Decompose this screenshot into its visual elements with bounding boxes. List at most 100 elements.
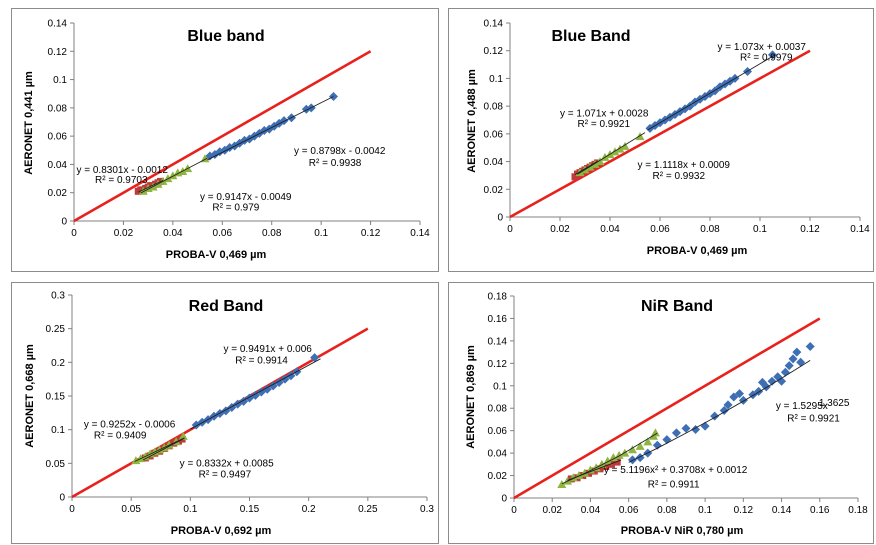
y-tick-label: 0: [501, 494, 507, 505]
data-point-blue: [768, 50, 777, 60]
x-tick-label: 0.2: [302, 504, 316, 515]
data-point-green: [620, 141, 630, 150]
y-tick-label: 0.14: [484, 19, 504, 30]
y-tick-label: 0.14: [488, 336, 508, 347]
equation-annotation: y = 1.5295x: [776, 401, 828, 412]
equation-annotation: R² = 0.9409: [94, 430, 147, 441]
y-tick-label: 0.1: [493, 381, 507, 392]
x-tick-label: 0.06: [650, 224, 670, 235]
data-point-blue: [735, 389, 745, 399]
y-tick-label: 0.04: [484, 157, 504, 168]
data-point-green: [650, 428, 660, 437]
x-tick-label: 0: [69, 504, 75, 515]
x-tick-label: 0.12: [800, 224, 820, 235]
data-point-green: [131, 456, 141, 465]
data-point-blue: [784, 361, 794, 371]
y-tick-label: 0.04: [48, 160, 68, 171]
y-tick-label: 0.12: [484, 46, 504, 57]
equation-annotation: y = 0.9491x + 0.006: [223, 344, 312, 355]
data-point-blue: [691, 425, 701, 435]
data-point-green: [635, 441, 645, 450]
data-point-green: [627, 445, 637, 454]
chart-title: Blue Band: [551, 28, 630, 45]
equation-annotation: R² = 0.9938: [309, 158, 362, 169]
data-point-blue: [671, 428, 681, 438]
data-point-blue: [719, 405, 729, 415]
y-axis-label: AERONET 0,869 µm: [465, 345, 477, 449]
data-point-blue: [310, 353, 320, 363]
chart-svg-bottom-left: 0 0.05 0.1 0.15 0.2 0.25 0.3 0 0.05 0.1 0.15 0.2 0.2…: [24, 291, 434, 538]
trendline-red: [138, 179, 164, 193]
x-tick-label: 0.08: [262, 228, 282, 239]
y-tick-label: 0.02: [484, 185, 504, 196]
y-tick-label: 0.05: [46, 459, 66, 470]
data-point-blue: [635, 453, 645, 463]
data-point-red: [596, 465, 604, 473]
equation-annotation: y = 1.073x + 0.0037: [718, 42, 807, 53]
chart-title: Blue band: [187, 28, 264, 45]
data-point-blue: [681, 423, 691, 433]
x-tick-label: 0.1: [753, 224, 767, 235]
data-point-green: [643, 437, 653, 446]
x-tick-label: 0.02: [542, 505, 562, 516]
x-tick-label: 0: [71, 228, 77, 239]
equation-annotation: R² = 0.9932: [653, 171, 706, 182]
trendline-red: [574, 160, 598, 175]
equation-annotation: R² = 0.9914: [235, 356, 288, 367]
x-axis-label: PROBA-V NiR 0,780 µm: [621, 525, 744, 537]
x-tick-label: 0.25: [358, 504, 378, 515]
x-axis-label: PROBA-V 0,692 µm: [171, 525, 272, 537]
x-tick-label: 0.1: [698, 505, 712, 516]
x-tick-label: 0.05: [121, 504, 141, 515]
chart-title: NiR Band: [641, 298, 713, 315]
y-tick-label: 0.1: [489, 74, 503, 85]
chart-panel-top-left: 0 0.02 0.04 0.06 0.08 0.1 0.12 0.14 0 0.02 0.04 0.0…: [11, 8, 439, 272]
data-point-blue: [700, 421, 710, 431]
y-tick-label: 0.18: [488, 292, 508, 303]
trendline-green: [561, 432, 658, 485]
y-tick-label: 0.06: [488, 426, 508, 437]
chart-svg-top-right: 0 0.02 0.04 0.06 0.08 0.1 0.12 0.14 0 0.02 0.04 0.0…: [466, 19, 870, 258]
equation-annotation: R² = 0.9703: [95, 175, 148, 186]
y-tick-label: 0.14: [48, 19, 68, 30]
data-point-blue: [274, 378, 284, 388]
equation-annotation: R² = 0.9979: [740, 52, 793, 63]
chart-panel-bottom-right: 0 0.02 0.04 0.06 0.08 0.1 0.12 0.14 0.16 0.18 0 0.0…: [448, 282, 874, 544]
equation-annotation: R² = 0.979: [212, 202, 259, 213]
trendline-red: [142, 437, 185, 461]
x-tick-label: 0.18: [848, 505, 868, 516]
x-tick-label: 0.02: [550, 224, 570, 235]
y-tick-label: 0.12: [48, 47, 68, 58]
x-tick-label: 0.16: [810, 505, 830, 516]
y-tick-label: 0.04: [488, 449, 508, 460]
data-point-blue: [777, 376, 787, 386]
equation-annotation: y = 5.1196x² + 0.3708x + 0.0012: [604, 465, 748, 476]
data-point-blue: [729, 392, 739, 402]
trendline-blue: [647, 54, 776, 131]
data-point-blue: [754, 386, 764, 396]
y-tick-label: 0.02: [488, 471, 508, 482]
trendline-green: [577, 132, 646, 175]
y-axis-label: AERONET 0,441 µm: [23, 71, 35, 175]
y-tick-label: 0.06: [484, 129, 504, 140]
y-tick-label: 0.2: [51, 358, 65, 369]
data-point-green: [608, 453, 618, 462]
x-tick-label: 0.14: [850, 224, 870, 235]
data-point-blue: [723, 400, 733, 410]
x-tick-label: 0.14: [772, 505, 792, 516]
data-point-green: [603, 456, 613, 465]
one-to-one-line: [509, 49, 811, 219]
chart-svg-bottom-right: 0 0.02 0.04 0.06 0.08 0.1 0.12 0.14 0.16 0.18 0 0.0…: [465, 292, 868, 538]
equation-annotation: y = 0.9147x - 0.0049: [200, 192, 292, 203]
x-tick-label: 0.3: [420, 504, 434, 515]
chart-svg-top-left: 0 0.02 0.04 0.06 0.08 0.1 0.12 0.14 0 0.02 0.04 0.0…: [23, 19, 430, 262]
x-tick-label: 0: [511, 505, 517, 516]
y-tick-label: 0.3: [51, 291, 65, 302]
data-point-blue: [788, 354, 798, 364]
trendline-green: [134, 437, 185, 462]
data-point-blue: [780, 367, 790, 377]
equation-annotation: y = 1.1118x + 0.0009: [638, 160, 731, 171]
data-point-green: [595, 157, 605, 166]
trendline-blue: [628, 360, 811, 463]
trendline-blue: [190, 358, 321, 430]
